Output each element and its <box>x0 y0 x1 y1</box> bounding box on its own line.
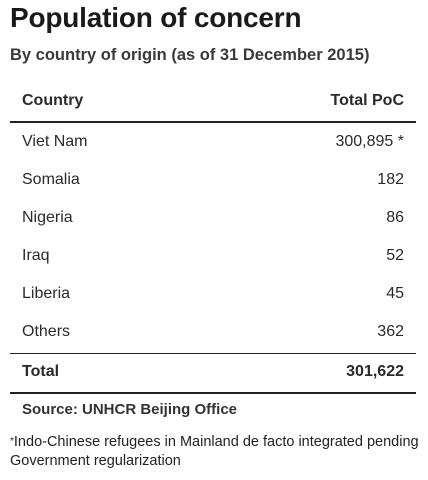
column-header-total: Total PoC <box>330 92 404 109</box>
table-row: Iraq 52 <box>10 237 416 275</box>
table-total-row: Total 301,622 <box>10 353 416 394</box>
table-row: Nigeria 86 <box>10 199 416 237</box>
country-cell: Liberia <box>22 285 71 302</box>
total-cell: 182 <box>377 171 404 188</box>
country-cell: Nigeria <box>22 209 73 226</box>
total-cell: 300,895 * <box>335 133 404 150</box>
source-note: Source: UNHCR Beijing Office <box>22 401 238 418</box>
total-cell: 362 <box>377 323 404 340</box>
footnote-text: Indo-Chinese refugees in Mainland de fac… <box>10 434 419 469</box>
footnote-marker: * <box>10 436 14 447</box>
total-cell: 45 <box>386 285 404 302</box>
total-cell: 52 <box>386 247 404 264</box>
table-row: Viet Nam 300,895 * <box>10 123 416 161</box>
country-cell: Others <box>22 323 71 340</box>
column-header-country: Country <box>22 92 84 109</box>
total-value: 301,622 <box>346 363 404 380</box>
table-header: Country Total PoC <box>10 84 416 123</box>
total-label: Total <box>22 363 60 380</box>
total-cell: 86 <box>386 209 404 226</box>
footnote: *Indo-Chinese refugees in Mainland de fa… <box>10 432 420 471</box>
table-row: Others 362 <box>10 313 416 351</box>
country-cell: Iraq <box>22 247 50 264</box>
table-row: Somalia 182 <box>10 161 416 199</box>
page-subtitle: By country of origin (as of 31 December … <box>10 46 370 64</box>
page-title: Population of concern <box>10 2 302 33</box>
table-row: Liberia 45 <box>10 275 416 313</box>
population-table: Country Total PoC Viet Nam 300,895 * Som… <box>10 84 416 394</box>
country-cell: Somalia <box>22 171 80 188</box>
country-cell: Viet Nam <box>22 133 88 150</box>
